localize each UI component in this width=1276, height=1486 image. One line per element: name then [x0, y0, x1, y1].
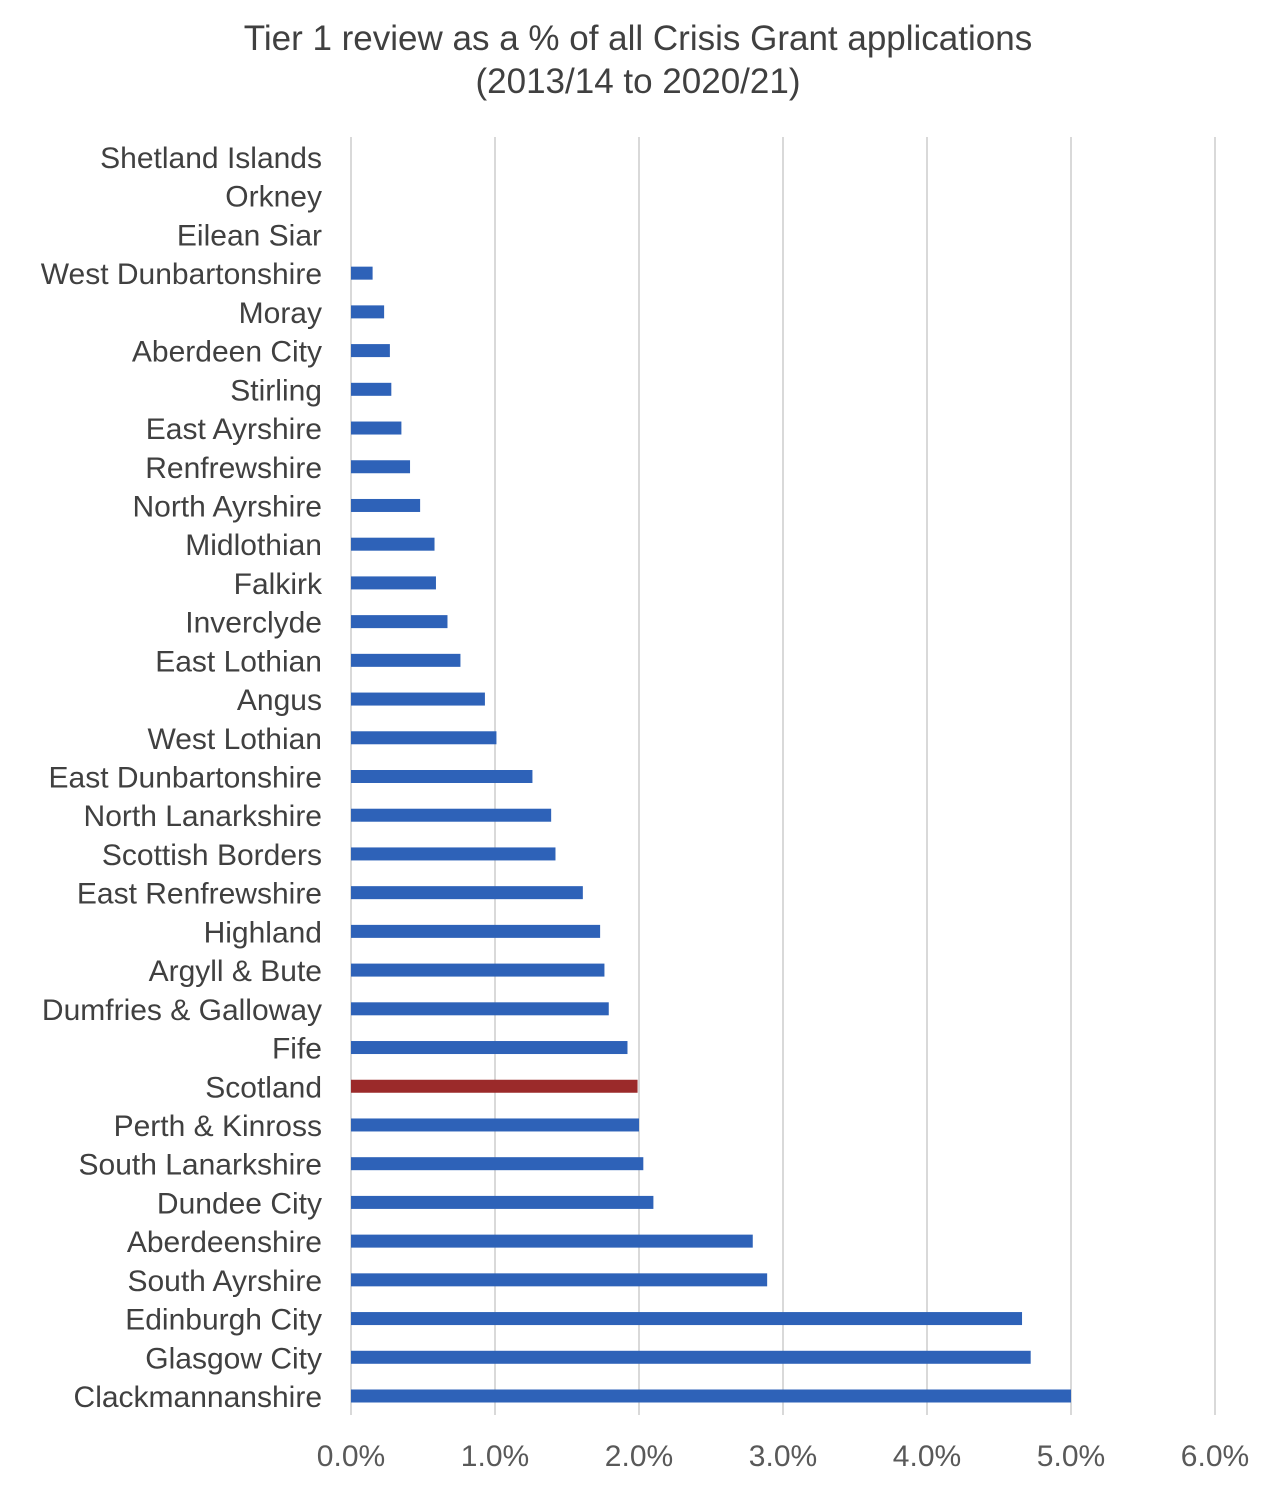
- category-label: Fife: [272, 1033, 322, 1066]
- bar: [351, 266, 373, 280]
- bar: [351, 1079, 638, 1093]
- category-label: Scottish Borders: [102, 839, 322, 872]
- chart-subtitle: (2013/14 to 2020/21): [475, 62, 801, 101]
- bar: [351, 460, 411, 474]
- category-label: Angus: [237, 684, 322, 717]
- category-label: Aberdeen City: [132, 336, 322, 369]
- category-label: South Lanarkshire: [79, 1149, 323, 1182]
- bar: [351, 1118, 639, 1132]
- category-label: East Renfrewshire: [77, 878, 322, 911]
- x-tick-label: 2.0%: [605, 1440, 673, 1473]
- bar: [351, 1195, 654, 1209]
- bar: [351, 1002, 609, 1016]
- bar: [351, 615, 448, 629]
- category-label: Scotland: [205, 1071, 322, 1104]
- category-label: Moray: [239, 297, 322, 330]
- bar: [351, 770, 533, 783]
- category-labels: Shetland Islands Orkney Eilean Siar West Du…: [41, 142, 323, 1414]
- category-label: East Lothian: [155, 645, 322, 678]
- category-label: North Ayrshire: [132, 490, 322, 523]
- bar: [351, 808, 552, 822]
- category-label: Falkirk: [234, 568, 323, 601]
- category-label: Clackmannanshire: [74, 1381, 322, 1414]
- bars: [351, 266, 1071, 1403]
- category-label: Inverclyde: [185, 607, 322, 640]
- bar: [351, 653, 461, 667]
- x-tick-label: 0.0%: [317, 1440, 385, 1473]
- category-label: West Dunbartonshire: [41, 258, 322, 291]
- bar: [351, 1157, 644, 1171]
- bar: [351, 576, 436, 590]
- category-label: East Dunbartonshire: [49, 762, 323, 795]
- category-label: East Ayrshire: [146, 413, 322, 446]
- bar: [351, 692, 485, 706]
- x-tick-label: 6.0%: [1181, 1440, 1249, 1473]
- x-tick-label: 3.0%: [749, 1440, 817, 1473]
- category-label: Perth & Kinross: [114, 1110, 322, 1143]
- category-label: West Lothian: [147, 723, 322, 756]
- category-label: Renfrewshire: [145, 452, 322, 485]
- bar: [351, 963, 605, 977]
- bar: [351, 1041, 628, 1055]
- category-label: Shetland Islands: [100, 142, 322, 175]
- category-label: Glasgow City: [145, 1342, 322, 1375]
- category-label: South Ayrshire: [127, 1265, 322, 1298]
- category-label: Orkney: [225, 181, 322, 214]
- bar: [351, 886, 583, 900]
- category-label: Argyll & Bute: [149, 955, 322, 988]
- chart-title: Tier 1 review as a % of all Crisis Grant…: [243, 19, 1033, 58]
- category-label: Midlothian: [185, 529, 322, 562]
- category-label: North Lanarkshire: [84, 800, 322, 833]
- bar: [351, 1234, 753, 1248]
- bar: [351, 1389, 1071, 1403]
- category-label: Eilean Siar: [177, 219, 322, 252]
- bar: [351, 731, 497, 745]
- x-axis-ticks: 0.0% 1.0% 2.0% 3.0% 4.0% 5.0% 6.0%: [317, 1440, 1249, 1473]
- category-label: Dundee City: [157, 1187, 322, 1220]
- category-label: Stirling: [230, 374, 322, 407]
- x-tick-label: 1.0%: [461, 1440, 529, 1473]
- bar: [351, 1312, 1023, 1326]
- category-label: Aberdeenshire: [127, 1226, 322, 1259]
- category-label: Edinburgh City: [125, 1304, 322, 1337]
- x-tick-label: 5.0%: [1037, 1440, 1105, 1473]
- bar: [351, 924, 601, 938]
- bar: [351, 1273, 768, 1287]
- bar: [351, 498, 421, 512]
- bar: [351, 382, 392, 396]
- bar: [351, 305, 385, 319]
- bar: [351, 344, 390, 358]
- bar: [351, 1350, 1031, 1364]
- bar: [351, 421, 402, 435]
- category-label: Dumfries & Galloway: [42, 994, 322, 1027]
- category-label: Highland: [204, 916, 322, 949]
- bar: [351, 537, 435, 551]
- x-tick-label: 4.0%: [893, 1440, 961, 1473]
- bar: [351, 847, 556, 861]
